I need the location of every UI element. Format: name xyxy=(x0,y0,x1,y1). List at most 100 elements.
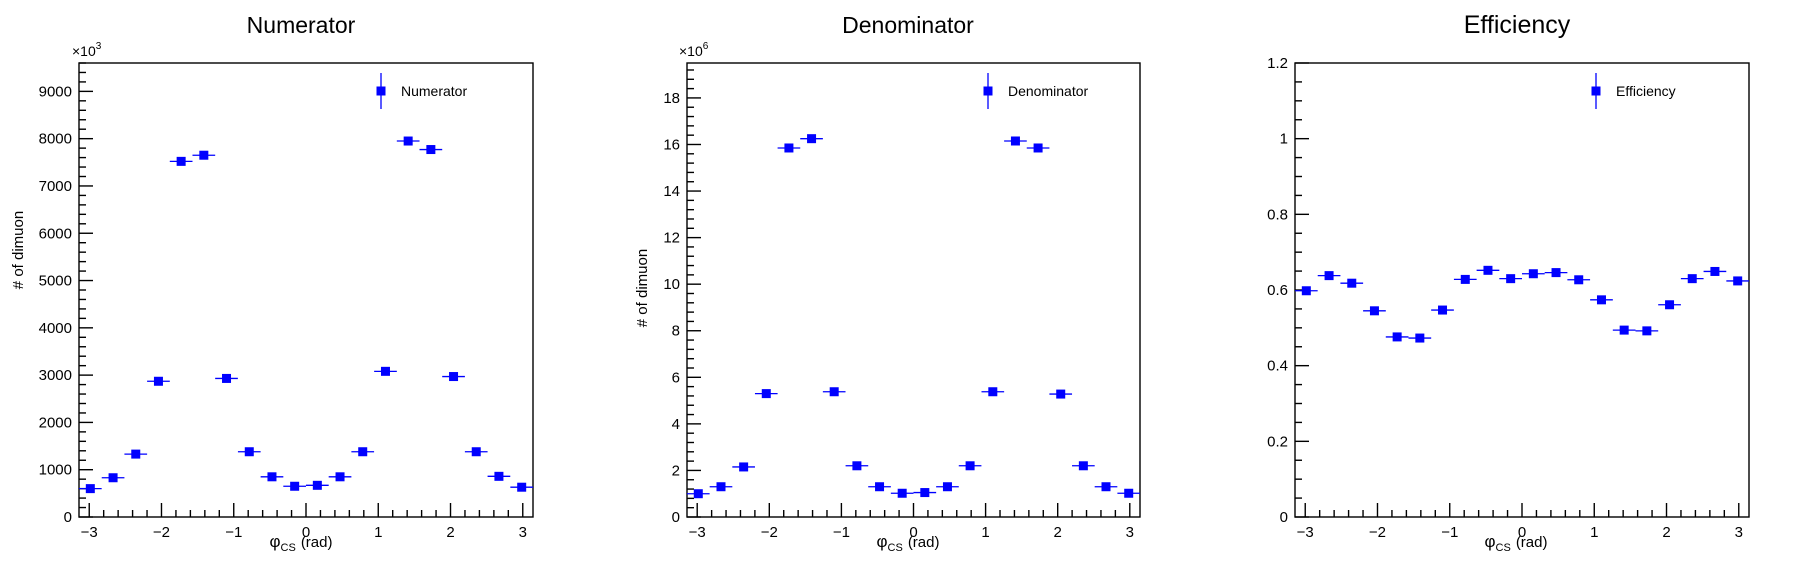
x-tick-label: 1 xyxy=(374,524,382,541)
data-point xyxy=(1301,286,1311,296)
y-tick-label: 1.2 xyxy=(1267,55,1288,72)
y-axis-label: # of dimuon xyxy=(634,249,651,327)
data-point xyxy=(290,481,300,491)
data-point xyxy=(1483,265,1493,275)
legend-label: Efficiency xyxy=(1616,83,1676,99)
numerator-panel: Numerator ×103 # of dimuon φCS (rad) −3 −2… xyxy=(10,12,534,554)
x-tick-label: 2 xyxy=(1662,524,1670,541)
y-tick-label: 14 xyxy=(663,183,680,200)
x-tick-label: 0 xyxy=(1518,524,1526,541)
data-point xyxy=(693,489,703,499)
legend-marker xyxy=(1591,86,1601,96)
data-point xyxy=(1460,274,1470,284)
data-point xyxy=(1506,274,1516,284)
data-point xyxy=(942,482,952,492)
data-point xyxy=(517,482,527,492)
data-point xyxy=(1324,271,1334,281)
y-multiplier-exp: 6 xyxy=(703,41,709,52)
plot-frame xyxy=(78,62,534,518)
data-point xyxy=(494,471,504,481)
data-point xyxy=(784,143,794,153)
data-point xyxy=(1438,305,1448,315)
y-tick-label: 0.6 xyxy=(1267,282,1288,299)
y-tick-label: 1000 xyxy=(39,462,72,479)
data-point xyxy=(852,461,862,471)
x-tick-label: −2 xyxy=(1369,524,1386,541)
x-tick-label: −3 xyxy=(689,524,706,541)
y-tick-label: 10 xyxy=(663,276,680,293)
data-point xyxy=(335,472,345,482)
x-tick-label: −2 xyxy=(153,524,170,541)
data-point xyxy=(875,482,885,492)
data-point xyxy=(1574,275,1584,285)
x-tick-label: 3 xyxy=(519,524,527,541)
efficiency-panel: Efficiency φCS (rad) −3 −2 −1 0 1 2 3 0 0.2 0.4 0.6… xyxy=(1267,11,1750,554)
data-point xyxy=(153,376,163,386)
data-point xyxy=(1733,276,1743,286)
y-tick-label: 0 xyxy=(672,509,680,526)
legend-marker xyxy=(983,86,993,96)
x-tick-label: 2 xyxy=(1054,524,1062,541)
legend-marker xyxy=(376,86,386,96)
y-tick-label: 6 xyxy=(672,369,680,386)
y-tick-label: 18 xyxy=(663,90,680,107)
y-tick-label: 0.2 xyxy=(1267,433,1288,450)
y-tick-label: 5000 xyxy=(39,273,72,290)
legend-label: Numerator xyxy=(401,83,467,99)
data-point xyxy=(1124,488,1134,498)
data-point xyxy=(1347,278,1357,288)
x-tick-label: 0 xyxy=(302,524,310,541)
data-point xyxy=(1033,143,1043,153)
x-tick-label: −3 xyxy=(81,524,98,541)
data-point xyxy=(1551,268,1561,278)
y-tick-label: 0 xyxy=(64,509,72,526)
y-tick-label: 2000 xyxy=(39,414,72,431)
y-multiplier: ×106 xyxy=(679,41,709,59)
x-tick-label: −1 xyxy=(1441,524,1458,541)
y-tick-label: 6000 xyxy=(39,225,72,242)
x-tick-label: 1 xyxy=(981,524,989,541)
data-point xyxy=(176,156,186,166)
data-point xyxy=(108,473,118,483)
y-tick-label: 16 xyxy=(663,136,680,153)
data-point xyxy=(471,447,481,457)
data-point xyxy=(403,136,413,146)
data-point xyxy=(1528,269,1538,279)
x-tick-label: 3 xyxy=(1735,524,1743,541)
data-point xyxy=(267,472,277,482)
y-multiplier-exp: 3 xyxy=(96,41,102,52)
data-point xyxy=(426,145,436,155)
chart-title: Denominator xyxy=(842,12,974,38)
y-tick-label: 0.8 xyxy=(1267,206,1288,223)
x-tick-label: −1 xyxy=(833,524,850,541)
data-point xyxy=(199,150,209,160)
data-point xyxy=(807,134,817,144)
data-point xyxy=(1596,295,1606,305)
y-tick-label: 4000 xyxy=(39,320,72,337)
y-tick-label: 0 xyxy=(1280,509,1288,526)
data-point xyxy=(222,373,232,383)
data-point xyxy=(829,387,839,397)
data-point xyxy=(1665,300,1675,310)
x-tick-label: −2 xyxy=(761,524,778,541)
data-point xyxy=(739,462,749,472)
x-tick-label: 3 xyxy=(1126,524,1134,541)
y-tick-label: 4 xyxy=(672,416,680,433)
y-tick-label: 2 xyxy=(672,462,680,479)
x-tick-label: 1 xyxy=(1590,524,1598,541)
x-tick-label: 0 xyxy=(909,524,917,541)
data-point xyxy=(988,387,998,397)
data-point xyxy=(1369,306,1379,316)
y-tick-label: 3000 xyxy=(39,367,72,384)
chart-title: Numerator xyxy=(247,12,356,38)
x-tick-label: −3 xyxy=(1297,524,1314,541)
data-point xyxy=(1710,266,1720,276)
y-tick-label: 1 xyxy=(1280,131,1288,148)
y-multiplier: ×103 xyxy=(72,41,102,59)
data-point xyxy=(716,482,726,492)
data-point xyxy=(1392,332,1402,342)
y-multiplier-base: ×10 xyxy=(679,43,703,59)
x-axis-label: φCS (rad) xyxy=(877,532,940,554)
data-point xyxy=(1415,333,1425,343)
